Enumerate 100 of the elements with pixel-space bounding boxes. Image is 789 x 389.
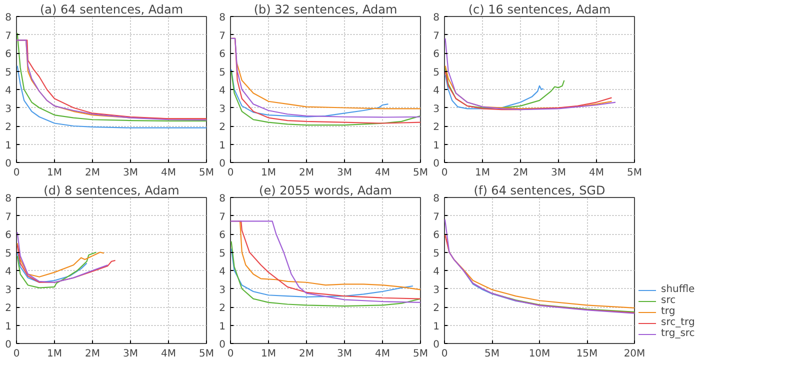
y-tick-label: 4	[5, 266, 12, 278]
y-tick-label: 2	[219, 122, 226, 133]
y-tick-label: 7	[433, 30, 440, 42]
x-tick-label: 2M	[85, 348, 100, 360]
y-tick-label: 3	[5, 104, 12, 115]
x-tick-label: 0	[13, 348, 20, 360]
y-tick-label: 6	[433, 49, 440, 60]
y-tick-label: 5	[433, 67, 440, 78]
line-series	[444, 38, 616, 110]
y-tick-label: 0	[219, 158, 226, 170]
x-tick-label: 0	[441, 348, 448, 360]
y-tick-label: 8	[5, 12, 12, 24]
x-tick-label: 20M	[624, 348, 646, 360]
line-series	[230, 240, 420, 307]
line-series	[16, 242, 104, 278]
y-tick-label: 4	[219, 266, 226, 278]
y-tick-label: 6	[219, 49, 226, 60]
y-tick-label: 8	[433, 194, 440, 204]
y-tick-label: 7	[5, 30, 12, 42]
x-tick-label: 0	[227, 168, 234, 178]
x-tick-label: 2M	[513, 168, 528, 178]
line-series	[16, 252, 88, 283]
line-series	[16, 232, 108, 283]
y-tick-label: 8	[5, 194, 12, 204]
y-tick-label: 2	[433, 122, 440, 133]
y-tick-label: 1	[5, 140, 12, 152]
x-tick-label: 2M	[299, 348, 314, 360]
y-tick-label: 4	[5, 86, 12, 96]
x-tick-label: 4M	[375, 348, 390, 360]
x-tick-label: 4M	[375, 168, 390, 178]
chart-title: (b) 32 sentences, Adam	[254, 2, 398, 16]
y-tick-label: 6	[433, 230, 440, 241]
y-tick-label: 3	[5, 284, 12, 296]
line-series	[444, 218, 634, 314]
y-tick-label: 1	[433, 140, 440, 152]
y-tick-label: 4	[433, 266, 440, 278]
legend-label: shuffle	[661, 284, 695, 295]
chart-title: (c) 16 sentences, Adam	[468, 2, 611, 16]
x-tick-label: 1M	[261, 348, 276, 360]
line-series	[230, 68, 389, 118]
y-tick-label: 5	[5, 67, 12, 78]
y-tick-label: 2	[5, 303, 12, 314]
x-tick-label: 0	[441, 168, 448, 178]
chart-title: (d) 8 sentences, Adam	[44, 184, 180, 198]
x-tick-label: 3M	[337, 168, 352, 178]
x-tick-label: 3M	[337, 348, 352, 360]
y-tick-label: 6	[5, 49, 12, 60]
legend-label: trg	[661, 306, 676, 317]
chart-title: (a) 64 sentences, Adam	[40, 2, 184, 16]
y-tick-label: 5	[433, 248, 440, 260]
y-tick-label: 0	[433, 158, 440, 170]
chart-title: (e) 2055 words, Adam	[259, 184, 392, 198]
y-tick-label: 1	[433, 321, 440, 332]
y-tick-label: 0	[219, 340, 226, 350]
line-series	[230, 70, 420, 126]
x-tick-label: 10M	[528, 348, 550, 360]
y-tick-label: 5	[5, 248, 12, 260]
line-series	[230, 248, 414, 298]
x-tick-label: 0	[13, 168, 20, 178]
x-tick-label: 3M	[123, 348, 138, 360]
y-tick-label: 4	[219, 86, 226, 96]
y-tick-label: 0	[5, 340, 12, 350]
x-tick-label: 3M	[551, 168, 566, 178]
x-tick-label: 3M	[123, 168, 138, 178]
line-series	[491, 292, 634, 312]
x-tick-label: 5M	[413, 348, 428, 360]
y-tick-label: 1	[219, 140, 226, 152]
x-tick-label: 1M	[261, 168, 276, 178]
x-tick-label: 15M	[576, 348, 598, 360]
x-tick-label: 0	[227, 348, 234, 360]
y-tick-label: 8	[219, 12, 226, 24]
x-tick-label: 5M	[627, 168, 642, 178]
y-tick-label: 7	[219, 212, 226, 223]
y-tick-label: 3	[433, 284, 440, 296]
x-tick-label: 5M	[199, 348, 214, 360]
x-tick-label: 2M	[85, 168, 100, 178]
x-tick-label: 5M	[413, 168, 428, 178]
y-tick-label: 5	[219, 67, 226, 78]
x-tick-label: 1M	[47, 168, 62, 178]
line-series	[16, 65, 206, 128]
line-series	[16, 252, 97, 288]
y-tick-label: 2	[5, 122, 12, 133]
y-tick-label: 1	[219, 321, 226, 332]
x-tick-label: 2M	[299, 168, 314, 178]
y-tick-label: 4	[433, 86, 440, 96]
y-tick-label: 2	[433, 303, 440, 314]
y-tick-label: 3	[219, 284, 226, 296]
y-tick-label: 5	[219, 248, 226, 260]
y-tick-label: 8	[219, 194, 226, 204]
chart-title: (f) 64 sentences, SGD	[474, 184, 606, 198]
x-tick-label: 5M	[199, 168, 214, 178]
y-tick-label: 0	[433, 340, 440, 350]
legend-label: trg_src	[661, 328, 695, 339]
legend-label: src_trg	[661, 317, 695, 328]
x-tick-label: 1M	[475, 168, 490, 178]
y-tick-label: 7	[219, 30, 226, 42]
y-tick-label: 6	[5, 230, 12, 241]
y-tick-label: 2	[219, 303, 226, 314]
y-tick-label: 6	[219, 230, 226, 241]
y-tick-label: 8	[433, 12, 440, 24]
